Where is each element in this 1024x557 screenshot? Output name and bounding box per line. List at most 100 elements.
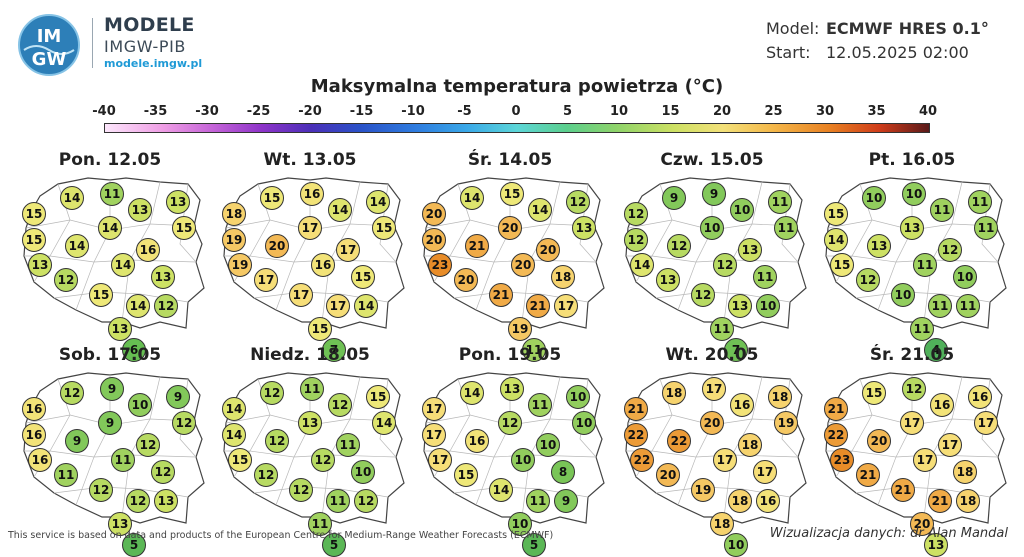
station-temperature: 12 [154,294,178,318]
station-temperature: 17 [702,377,726,401]
scale-tick: 25 [764,104,783,119]
scale-tick: -15 [349,104,374,119]
station-temperature: 10 [536,433,560,457]
station-temperature: 11 [968,190,992,214]
station-temperature: 20 [498,216,522,240]
header: IM GW MODELE IMGW-PIB modele.imgw.pl Mod… [0,0,1024,80]
scale-tick: -10 [401,104,425,119]
station-temperature: 11 [522,338,546,362]
logo-text-bottom: GW [32,49,67,70]
scale-tick: 15 [661,104,680,119]
station-temperature: 20 [422,202,446,226]
station-temperature: 22 [824,423,848,447]
station-temperature: 12 [624,228,648,252]
scale-tick: -5 [457,104,472,119]
station-temperature: 17 [336,238,360,262]
footer-note: This service is based on data and produc… [8,530,554,541]
station-temperature: 13 [151,265,175,289]
station-temperature: 11 [768,190,792,214]
station-temperature: 22 [630,448,654,472]
station-temperature: 20 [454,268,478,292]
scale-tick: 5 [562,104,573,119]
station-temperature: 10 [862,186,886,210]
station-temperature: 9 [662,186,686,210]
start-value: 12.05.2025 02:00 [826,43,969,62]
station-temperature: 11 [100,182,124,206]
station-temperature: 10 [128,393,152,417]
station-temperature: 12 [289,478,313,502]
visualization-credit: Wizualizacja danych: dr Alan Mandal [769,526,1008,541]
station-temperature: 12 [566,190,590,214]
station-temperature: 20 [700,411,724,435]
station-temperature: 17 [326,294,350,318]
station-temperature: 15 [22,202,46,226]
brand-url-link[interactable]: modele.imgw.pl [104,57,203,70]
station-temperature: 17 [713,448,737,472]
station-temperature: 14 [98,216,122,240]
station-temperature: 10 [902,182,926,206]
station-temperature: 13 [500,377,524,401]
station-temperature: 11 [774,216,798,240]
station-temperature: 7 [322,338,346,362]
scale-tick: -40 [92,104,116,119]
station-temperature: 17 [753,460,777,484]
station-temperature: 12 [172,411,196,435]
station-temperature: 19 [222,228,246,252]
day-label: Pon. 12.05 [58,150,162,170]
station-temperature: 10 [891,283,915,307]
station-temperature: 16 [465,429,489,453]
station-temperature: 21 [489,283,513,307]
station-temperature: 16 [28,448,52,472]
station-temperature: 11 [913,253,937,277]
station-temperature: 21 [824,397,848,421]
station-temperature: 16 [22,423,46,447]
station-temperature: 16 [22,397,46,421]
forecast-panel: Pon. 19.05 14 13 17 11 10 12 10 17 16 10 17 10 8 15 14 1… [410,345,610,557]
station-temperature: 11 [526,489,550,513]
station-temperature: 17 [974,411,998,435]
station-temperature: 15 [172,216,196,240]
station-temperature: 13 [108,317,132,341]
station-temperature: 15 [824,202,848,226]
scale-tick: 0 [511,104,521,119]
station-temperature: 12 [856,268,880,292]
scale-tick: -25 [246,104,271,119]
station-temperature: 12 [354,489,378,513]
station-temperature: 10 [700,216,724,240]
forecast-panel: Niedz. 18.05 12 11 14 12 15 13 14 14 12 11 15 12 10 12… [210,345,410,557]
station-temperature: 18 [222,202,246,226]
station-temperature: 15 [830,253,854,277]
station-temperature: 20 [511,253,535,277]
brand-name: MODELE [104,14,195,36]
station-temperature: 9 [98,411,122,435]
station-temperature: 11 [528,393,552,417]
day-label: Pon. 19.05 [458,345,562,365]
station-temperature: 8 [551,460,575,484]
station-temperature: 9 [65,429,89,453]
station-temperature: 18 [662,381,686,405]
station-temperature: 14 [111,253,135,277]
station-temperature: 13 [298,411,322,435]
station-temperature: 14 [222,397,246,421]
station-temperature: 22 [667,429,691,453]
station-temperature: 17 [298,216,322,240]
station-temperature: 20 [656,463,680,487]
station-temperature: 10 [730,198,754,222]
station-temperature: 20 [422,228,446,252]
station-temperature: 13 [108,512,132,536]
station-temperature: 18 [710,512,734,536]
scale-tick: 20 [712,104,732,119]
start-row: Start: 12.05.2025 02:00 [766,43,969,62]
station-temperature: 14 [489,478,513,502]
station-temperature: 14 [328,198,352,222]
station-temperature: 17 [428,448,452,472]
forecast-panel: Sob. 17.05 12 9 16 10 9 9 12 16 9 12 16 11 12 11 12 12 13… [10,345,210,557]
station-temperature: 16 [300,182,324,206]
station-temperature: 14 [366,190,390,214]
station-temperature: 14 [824,228,848,252]
station-temperature: 18 [551,265,575,289]
station-temperature: 20 [910,512,934,536]
station-temperature: 12 [54,268,78,292]
station-temperature: 14 [528,198,552,222]
station-temperature: 13 [154,489,178,513]
